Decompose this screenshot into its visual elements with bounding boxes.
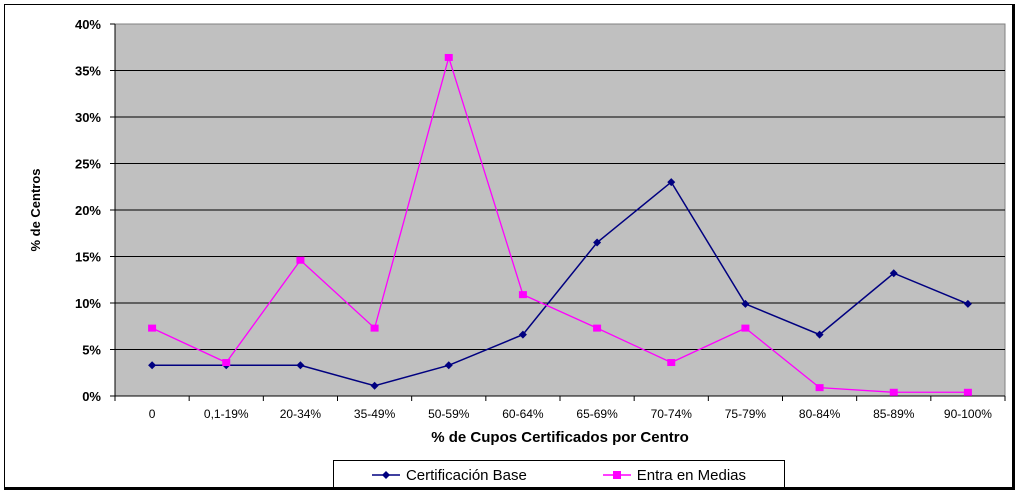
data-point <box>444 53 453 61</box>
x-tick-label: 65-69% <box>576 407 618 421</box>
series-0 <box>148 178 972 390</box>
data-point <box>148 361 157 370</box>
legend-item: Entra en Medias <box>602 466 747 484</box>
x-tick-label: 0,1-19% <box>204 407 249 421</box>
y-axis-title: % de Centros <box>28 168 43 251</box>
y-tick-label: 10% <box>75 296 101 311</box>
x-tick-label: 60-64% <box>502 407 544 421</box>
data-point <box>741 324 750 332</box>
data-point <box>296 361 305 370</box>
data-point <box>667 359 676 367</box>
series-line <box>151 55 968 393</box>
x-tick-label: 80-84% <box>799 407 841 421</box>
x-tick-label: 0 <box>149 407 156 421</box>
data-point <box>370 381 379 390</box>
data-point <box>518 330 527 339</box>
data-point <box>593 324 602 332</box>
series-line <box>152 180 969 387</box>
data-point <box>963 388 972 396</box>
x-tick-label: 70-74% <box>651 407 693 421</box>
data-point <box>296 256 305 264</box>
y-tick-label: 0% <box>82 389 101 404</box>
data-point <box>148 324 157 332</box>
data-point <box>444 361 453 370</box>
x-tick-label: 35-49% <box>354 407 396 421</box>
data-point <box>889 388 898 396</box>
y-tick-label: 5% <box>82 343 101 358</box>
y-tick-label: 35% <box>75 64 101 79</box>
data-point <box>963 299 972 308</box>
legend-item: Certificación Base <box>371 466 527 484</box>
data-point <box>222 359 231 367</box>
data-point <box>370 324 379 332</box>
y-tick-label: 15% <box>75 250 101 265</box>
x-tick-label: 50-59% <box>428 407 470 421</box>
data-point <box>815 330 824 339</box>
y-tick-label: 30% <box>75 110 101 125</box>
x-axis-title: % de Cupos Certificados por Centro <box>431 429 689 446</box>
legend-label: Entra en Medias <box>636 466 747 484</box>
y-tick-label: 25% <box>75 157 101 172</box>
data-point <box>741 299 750 308</box>
y-tick-label: 20% <box>75 203 101 218</box>
data-point <box>518 291 527 299</box>
series-1 <box>148 53 972 396</box>
legend: Certificación Base Entra en Medias <box>333 460 785 490</box>
data-point <box>593 238 602 247</box>
x-tick-label: 85-89% <box>873 407 915 421</box>
x-tick-label: 20-34% <box>280 407 322 421</box>
data-point <box>667 178 676 187</box>
chart-frame <box>4 4 1015 490</box>
x-tick-label: 90-100% <box>944 407 992 421</box>
data-point <box>815 384 824 392</box>
data-point <box>889 269 898 278</box>
y-tick-label: 40% <box>75 17 101 32</box>
x-tick-label: 75-79% <box>725 407 767 421</box>
legend-label: Certificación Base <box>405 466 527 484</box>
legend-marker-icon <box>371 471 400 479</box>
legend-marker-icon <box>602 471 631 479</box>
